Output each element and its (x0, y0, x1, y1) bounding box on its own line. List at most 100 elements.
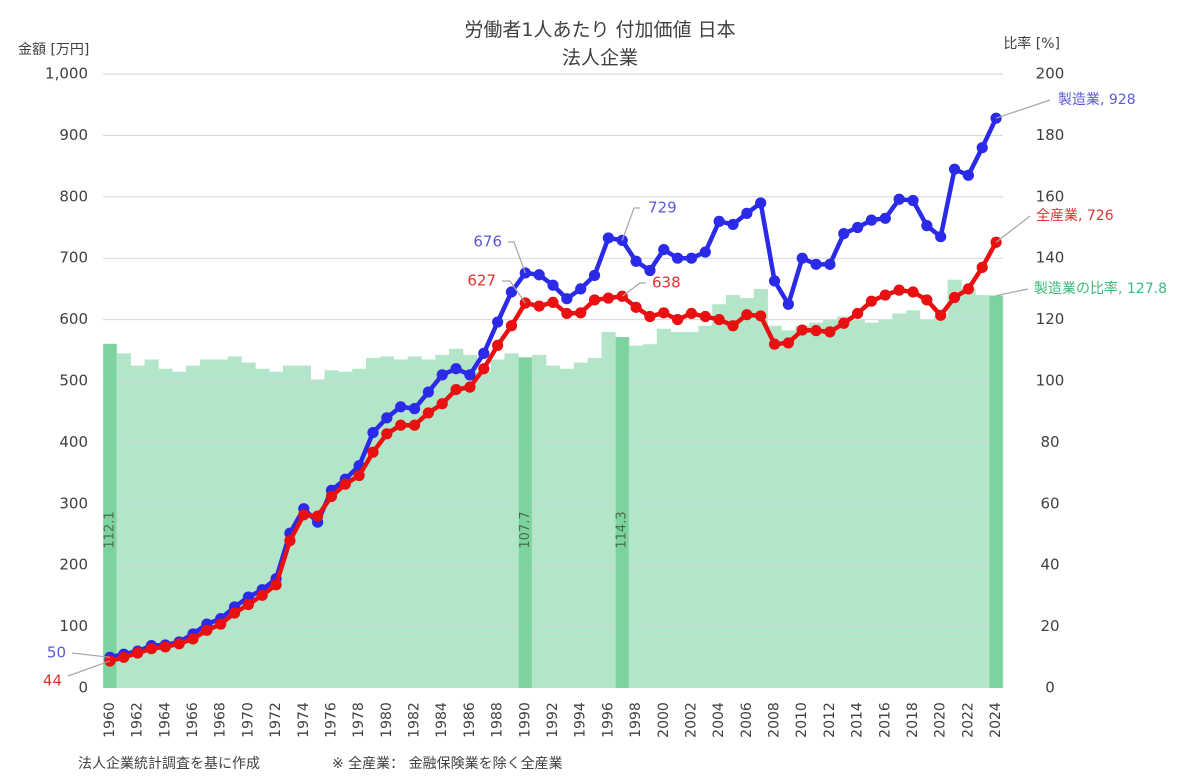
highlight-bar (518, 357, 532, 688)
annotation-leader (995, 99, 1051, 119)
ratio-bar (296, 365, 311, 688)
series-point (492, 316, 504, 328)
annotation-label: 全産業, 726 (1036, 207, 1114, 224)
ratio-bar (435, 354, 450, 688)
x-tick-label: 2018 (905, 702, 921, 738)
ratio-bar (767, 325, 782, 688)
ratio-bar (504, 353, 519, 688)
x-tick-label: 1980 (379, 702, 395, 738)
x-tick-label: 1988 (490, 702, 506, 738)
ratio-bar (158, 368, 173, 688)
ratio-bar (684, 331, 699, 688)
series-point (727, 320, 739, 332)
series-point (644, 310, 656, 323)
x-tick-label: 1968 (213, 702, 229, 738)
ratio-bar (698, 325, 713, 688)
series-point (408, 403, 421, 415)
annotation-leader (502, 280, 526, 304)
series-point (935, 309, 947, 321)
annotation-label: 製造業, 928 (1058, 92, 1136, 108)
series-point (505, 320, 518, 332)
x-tick-label: 1972 (268, 702, 284, 738)
series-point (602, 292, 614, 304)
series-point (575, 307, 587, 319)
highlight-bar (989, 295, 1003, 688)
chart-subtitle: 法人企業 (562, 47, 638, 69)
ratio-bar (712, 304, 727, 688)
annotation-label: 627 (467, 272, 496, 290)
series-point (201, 624, 213, 636)
series-point (478, 347, 490, 359)
highlight-bar-label: 107.7 (518, 511, 533, 548)
series-point (976, 142, 988, 154)
highlight-bar-label: 112.1 (102, 511, 117, 548)
annotation-leader (621, 282, 646, 297)
series-point (838, 317, 850, 329)
ratio-bar (947, 279, 962, 688)
ratio-bar (283, 365, 298, 688)
series-point (284, 535, 296, 547)
y-right-tick-label: 80 (1040, 433, 1059, 451)
annotation-leader (67, 660, 111, 677)
series-point (768, 275, 781, 287)
series-point (367, 426, 379, 439)
annotation-label: 729 (648, 199, 677, 217)
ratio-bar (379, 356, 395, 688)
x-tick-label: 1990 (517, 702, 533, 738)
series-point (145, 643, 158, 655)
ratio-bar (324, 370, 339, 688)
x-tick-label: 1964 (157, 702, 173, 738)
ratio-bar (116, 353, 131, 688)
series-point (492, 339, 504, 351)
series-point (436, 369, 448, 381)
series-point (741, 207, 753, 219)
series-point (533, 300, 545, 312)
series-point (519, 267, 531, 279)
series-point (852, 307, 864, 320)
annotations: 50 44 676 729 627 638 製造業, 928 全産業, 726 製造業の比率, … (43, 92, 1167, 690)
x-tick-label: 1994 (573, 702, 589, 738)
y-right-tick-label: 0 (1045, 679, 1055, 697)
x-tick-label: 1992 (545, 702, 561, 738)
series-point (339, 478, 351, 490)
series-point (768, 338, 781, 350)
ratio-bar (213, 359, 228, 688)
series-point (450, 384, 462, 396)
ratio-bar (587, 357, 602, 688)
ratio-bar (601, 331, 616, 688)
ratio-bar (144, 359, 159, 688)
series-point (298, 509, 310, 521)
y-left-tick-label: 400 (59, 433, 88, 451)
series-point (685, 252, 698, 264)
x-tick-label: 1986 (462, 702, 478, 738)
series-point (422, 386, 434, 398)
series-lines (104, 112, 1002, 667)
series-point (838, 228, 850, 240)
series-point (907, 194, 919, 207)
series-point (727, 218, 739, 231)
series-point (810, 325, 822, 337)
series-point (575, 283, 587, 295)
series-point (935, 231, 947, 243)
ratio-bar (227, 356, 242, 688)
series-point (381, 412, 393, 424)
ratio-bar (864, 322, 879, 688)
series-point (699, 310, 711, 323)
series-point (962, 283, 974, 295)
series-point (852, 221, 864, 234)
grid-lines (103, 73, 1003, 628)
ratio-bar (393, 359, 408, 688)
series-point (242, 598, 254, 611)
series-point (824, 326, 836, 338)
annotation-label: 44 (43, 672, 62, 690)
ratio-bar (739, 298, 755, 688)
x-tick-label: 2014 (850, 702, 866, 738)
series-point (782, 298, 794, 310)
y-right-tick-label: 140 (1036, 249, 1065, 267)
series-point (228, 607, 241, 619)
x-tick-label: 2000 (656, 702, 672, 738)
ratio-bar (172, 371, 187, 688)
annotation-label: 638 (652, 274, 681, 292)
series-point (464, 381, 476, 393)
series-point (796, 324, 808, 336)
